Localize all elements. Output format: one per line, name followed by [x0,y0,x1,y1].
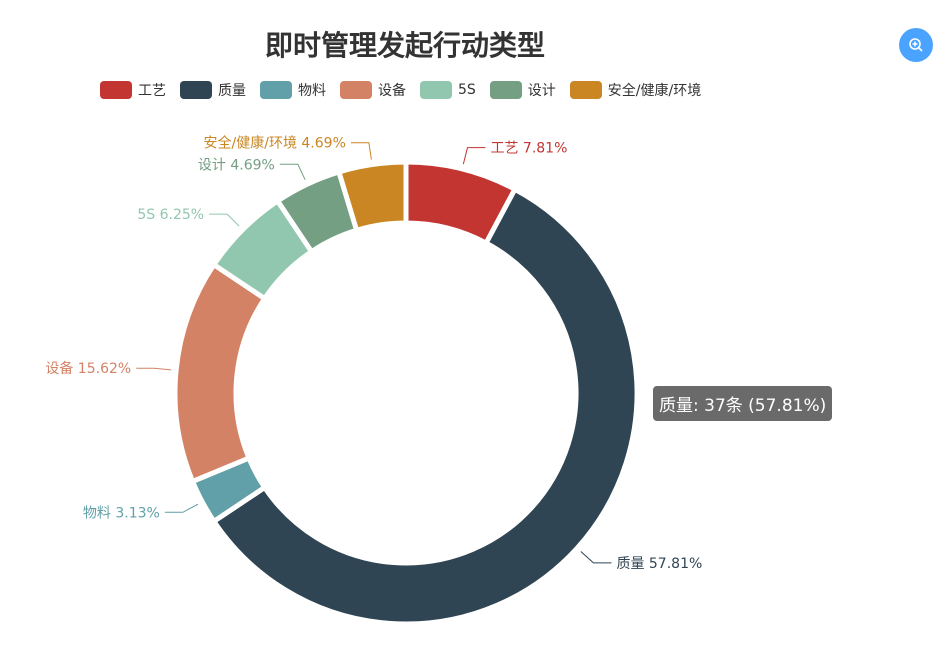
legend-item[interactable]: 安全/健康/环境 [569,80,702,100]
zoom-in-icon [909,38,923,52]
data-label: 设备 15.62% [45,360,131,377]
data-label: 工艺 7.81% [490,141,567,157]
legend-swatch [260,81,292,99]
legend-label: 物料 [298,83,326,99]
label-line [164,503,199,513]
legend-swatch [180,81,212,99]
zoom-button[interactable] [899,28,933,62]
slice-设备[interactable] [172,261,269,485]
legend-item[interactable]: 5S [420,80,476,100]
legend-swatch [100,81,132,99]
legend-swatch [569,81,602,99]
legend-label: 设计 [527,83,556,99]
legend-label: 质量 [218,83,246,99]
chart-title: 即时管理发起行动类型 [264,29,545,62]
label-line [209,213,240,227]
legend-item[interactable]: 工艺 [100,80,166,100]
label-line [580,551,612,564]
legend-label: 5S [458,82,476,98]
legend-item[interactable]: 设备 [340,80,406,100]
data-label: 安全/健康/环境 4.69% [204,135,346,152]
data-label: 物料 3.13% [83,505,160,521]
legend-label: 设备 [378,83,406,99]
legend-swatch [420,81,452,99]
legend-label: 工艺 [138,83,166,99]
legend: 工艺 质量 物料 设备 5S 设计 安全/健康/环境 [100,80,701,100]
slice-安全/健康/环境[interactable] [335,159,409,234]
slice-质量[interactable] [210,185,640,627]
tooltip: 质量: 37条 (57.81%) [653,386,833,421]
label-line [350,142,372,160]
data-label: 5S 6.25% [137,207,204,223]
label-line [462,147,486,165]
label-line [136,367,172,371]
data-label: 质量 57.81% [616,556,702,572]
legend-item[interactable]: 质量 [180,80,246,100]
legend-item[interactable]: 设计 [489,80,556,100]
legend-item[interactable]: 物料 [260,80,326,100]
legend-swatch [489,81,522,99]
data-label: 设计 4.69% [198,157,275,173]
label-line [279,163,306,180]
legend-label: 安全/健康/环境 [607,83,702,99]
legend-swatch [340,81,372,99]
